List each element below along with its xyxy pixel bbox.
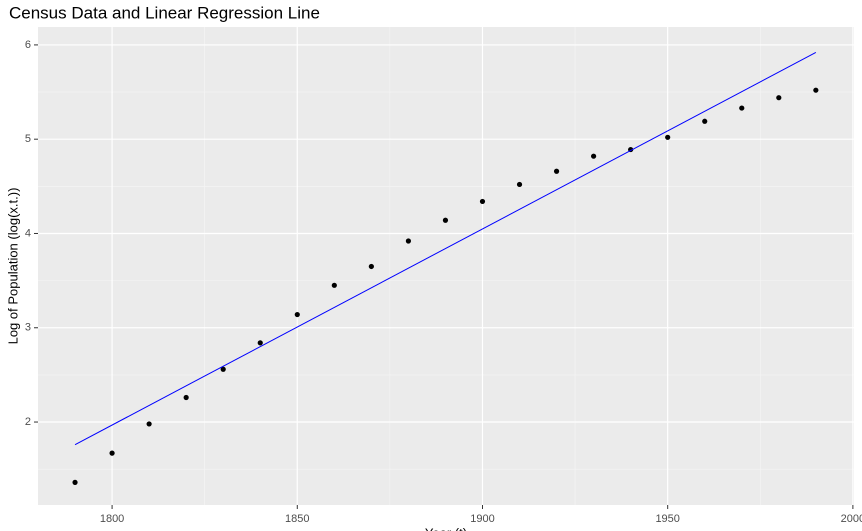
point [294, 311, 300, 318]
x-tick-label: 1800 [100, 513, 124, 525]
y-tick-label: 6 [25, 39, 31, 51]
y-tick-label: 4 [25, 227, 31, 239]
x-axis-title: Year (t) [425, 525, 467, 531]
y-tick-label: 3 [25, 322, 31, 334]
x-tick-label: 1950 [655, 513, 679, 525]
point [702, 118, 708, 124]
chart-title: Census Data and Linear Regression Line [9, 3, 320, 22]
y-axis-title: Log of Population (log(x.t.)) [5, 188, 20, 345]
point [479, 198, 486, 205]
y-tick-label: 2 [25, 416, 31, 428]
point [739, 105, 745, 111]
point [813, 87, 819, 93]
point [109, 450, 115, 456]
point [405, 238, 412, 244]
point [368, 263, 374, 270]
plot-panel [38, 27, 854, 505]
x-tick-label: 1900 [470, 513, 494, 525]
point [665, 134, 671, 140]
point [220, 366, 226, 372]
regression-line [74, 52, 817, 446]
point [553, 168, 560, 174]
x-tick-label: 1850 [285, 513, 309, 525]
point [183, 394, 189, 401]
point [72, 479, 78, 485]
point [331, 282, 337, 288]
point [442, 217, 449, 223]
y-tick-label: 5 [25, 133, 31, 145]
point [146, 421, 152, 427]
point [516, 181, 523, 188]
point [776, 95, 782, 101]
x-tick-label: 2000 [841, 513, 862, 525]
point [591, 153, 597, 159]
point [257, 340, 263, 346]
